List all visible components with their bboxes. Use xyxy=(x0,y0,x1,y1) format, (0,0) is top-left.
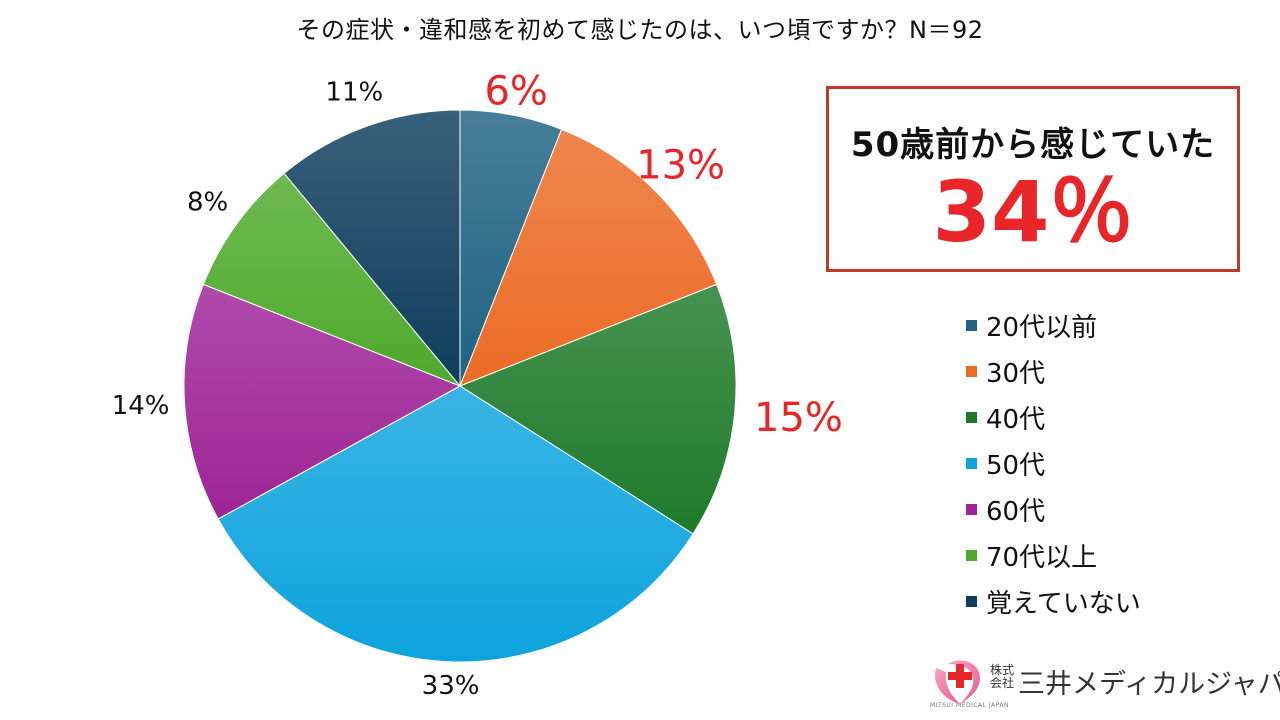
legend-item-2: 30代 xyxy=(966,348,1266,394)
pie-slice-6 xyxy=(202,172,461,387)
pie-slice-4 xyxy=(217,385,694,663)
legend-swatch xyxy=(966,457,977,469)
legend-item-6: 70代以上 xyxy=(966,532,1266,578)
data-label-4: 33% xyxy=(422,671,480,701)
legend-label: 50代 xyxy=(986,450,1046,481)
legend-label: 覚えていない xyxy=(986,588,1141,619)
data-label-1: 6% xyxy=(484,68,547,114)
legend-label: 70代以上 xyxy=(986,542,1098,573)
legend-item-7: 覚えていない xyxy=(966,578,1266,624)
legend-label: 60代 xyxy=(986,496,1046,527)
data-label-3: 15% xyxy=(754,395,843,441)
data-label-5: 14% xyxy=(112,391,170,421)
legend-swatch xyxy=(966,595,977,607)
company-logo: 株式 会社 三井メディカルジャパン MITSUI MEDICAL JAPAN xyxy=(930,654,1280,710)
legend-item-5: 60代 xyxy=(966,486,1266,532)
legend-swatch xyxy=(966,503,977,515)
logo-name: 三井メディカルジャパン xyxy=(1018,669,1280,700)
data-label-2: 13% xyxy=(636,142,725,188)
legend-swatch xyxy=(966,549,977,561)
highlight-callout: 50歳前から感じていた 34％ xyxy=(826,86,1240,272)
data-label-6: 8% xyxy=(187,188,228,218)
logo-kabu-top: 株式 xyxy=(990,663,1015,677)
chart-title: その症状・違和感を初めて感じたのは、いつ頃ですか？N＝92 xyxy=(296,16,984,44)
logo-kabu-bottom: 会社 xyxy=(990,676,1015,690)
pie-slice-3 xyxy=(458,283,737,535)
legend-swatch xyxy=(966,365,977,377)
legend-item-4: 50代 xyxy=(966,440,1266,486)
legend-swatch xyxy=(966,319,977,331)
legend-swatch xyxy=(966,411,977,423)
chart-legend: 20代以前 30代 40代 50代 60代 70代以上覚えていない xyxy=(966,302,1266,624)
legend-label: 20代以前 xyxy=(986,312,1098,343)
pie-data-labels: 6% 13% 15% 33% 14% 8% 11% xyxy=(112,68,843,701)
callout-value: 34％ xyxy=(932,163,1134,261)
logo-kabushiki: 株式 会社 xyxy=(990,664,1018,690)
pie-slice-5 xyxy=(183,283,462,520)
logo-subtitle: MITSUI MEDICAL JAPAN xyxy=(930,702,1009,709)
legend-item-1: 20代以前 xyxy=(966,302,1266,348)
legend-item-3: 40代 xyxy=(966,394,1266,440)
data-label-7: 11% xyxy=(325,77,383,107)
pie-slice-2 xyxy=(459,128,718,387)
callout-text: 50歳前から感じていた xyxy=(850,125,1216,165)
pie-slice-7 xyxy=(283,109,461,388)
legend-label: 40代 xyxy=(986,404,1046,435)
heart-cross-icon xyxy=(935,660,980,704)
pie-slices xyxy=(183,109,737,663)
legend-label: 30代 xyxy=(986,358,1046,389)
